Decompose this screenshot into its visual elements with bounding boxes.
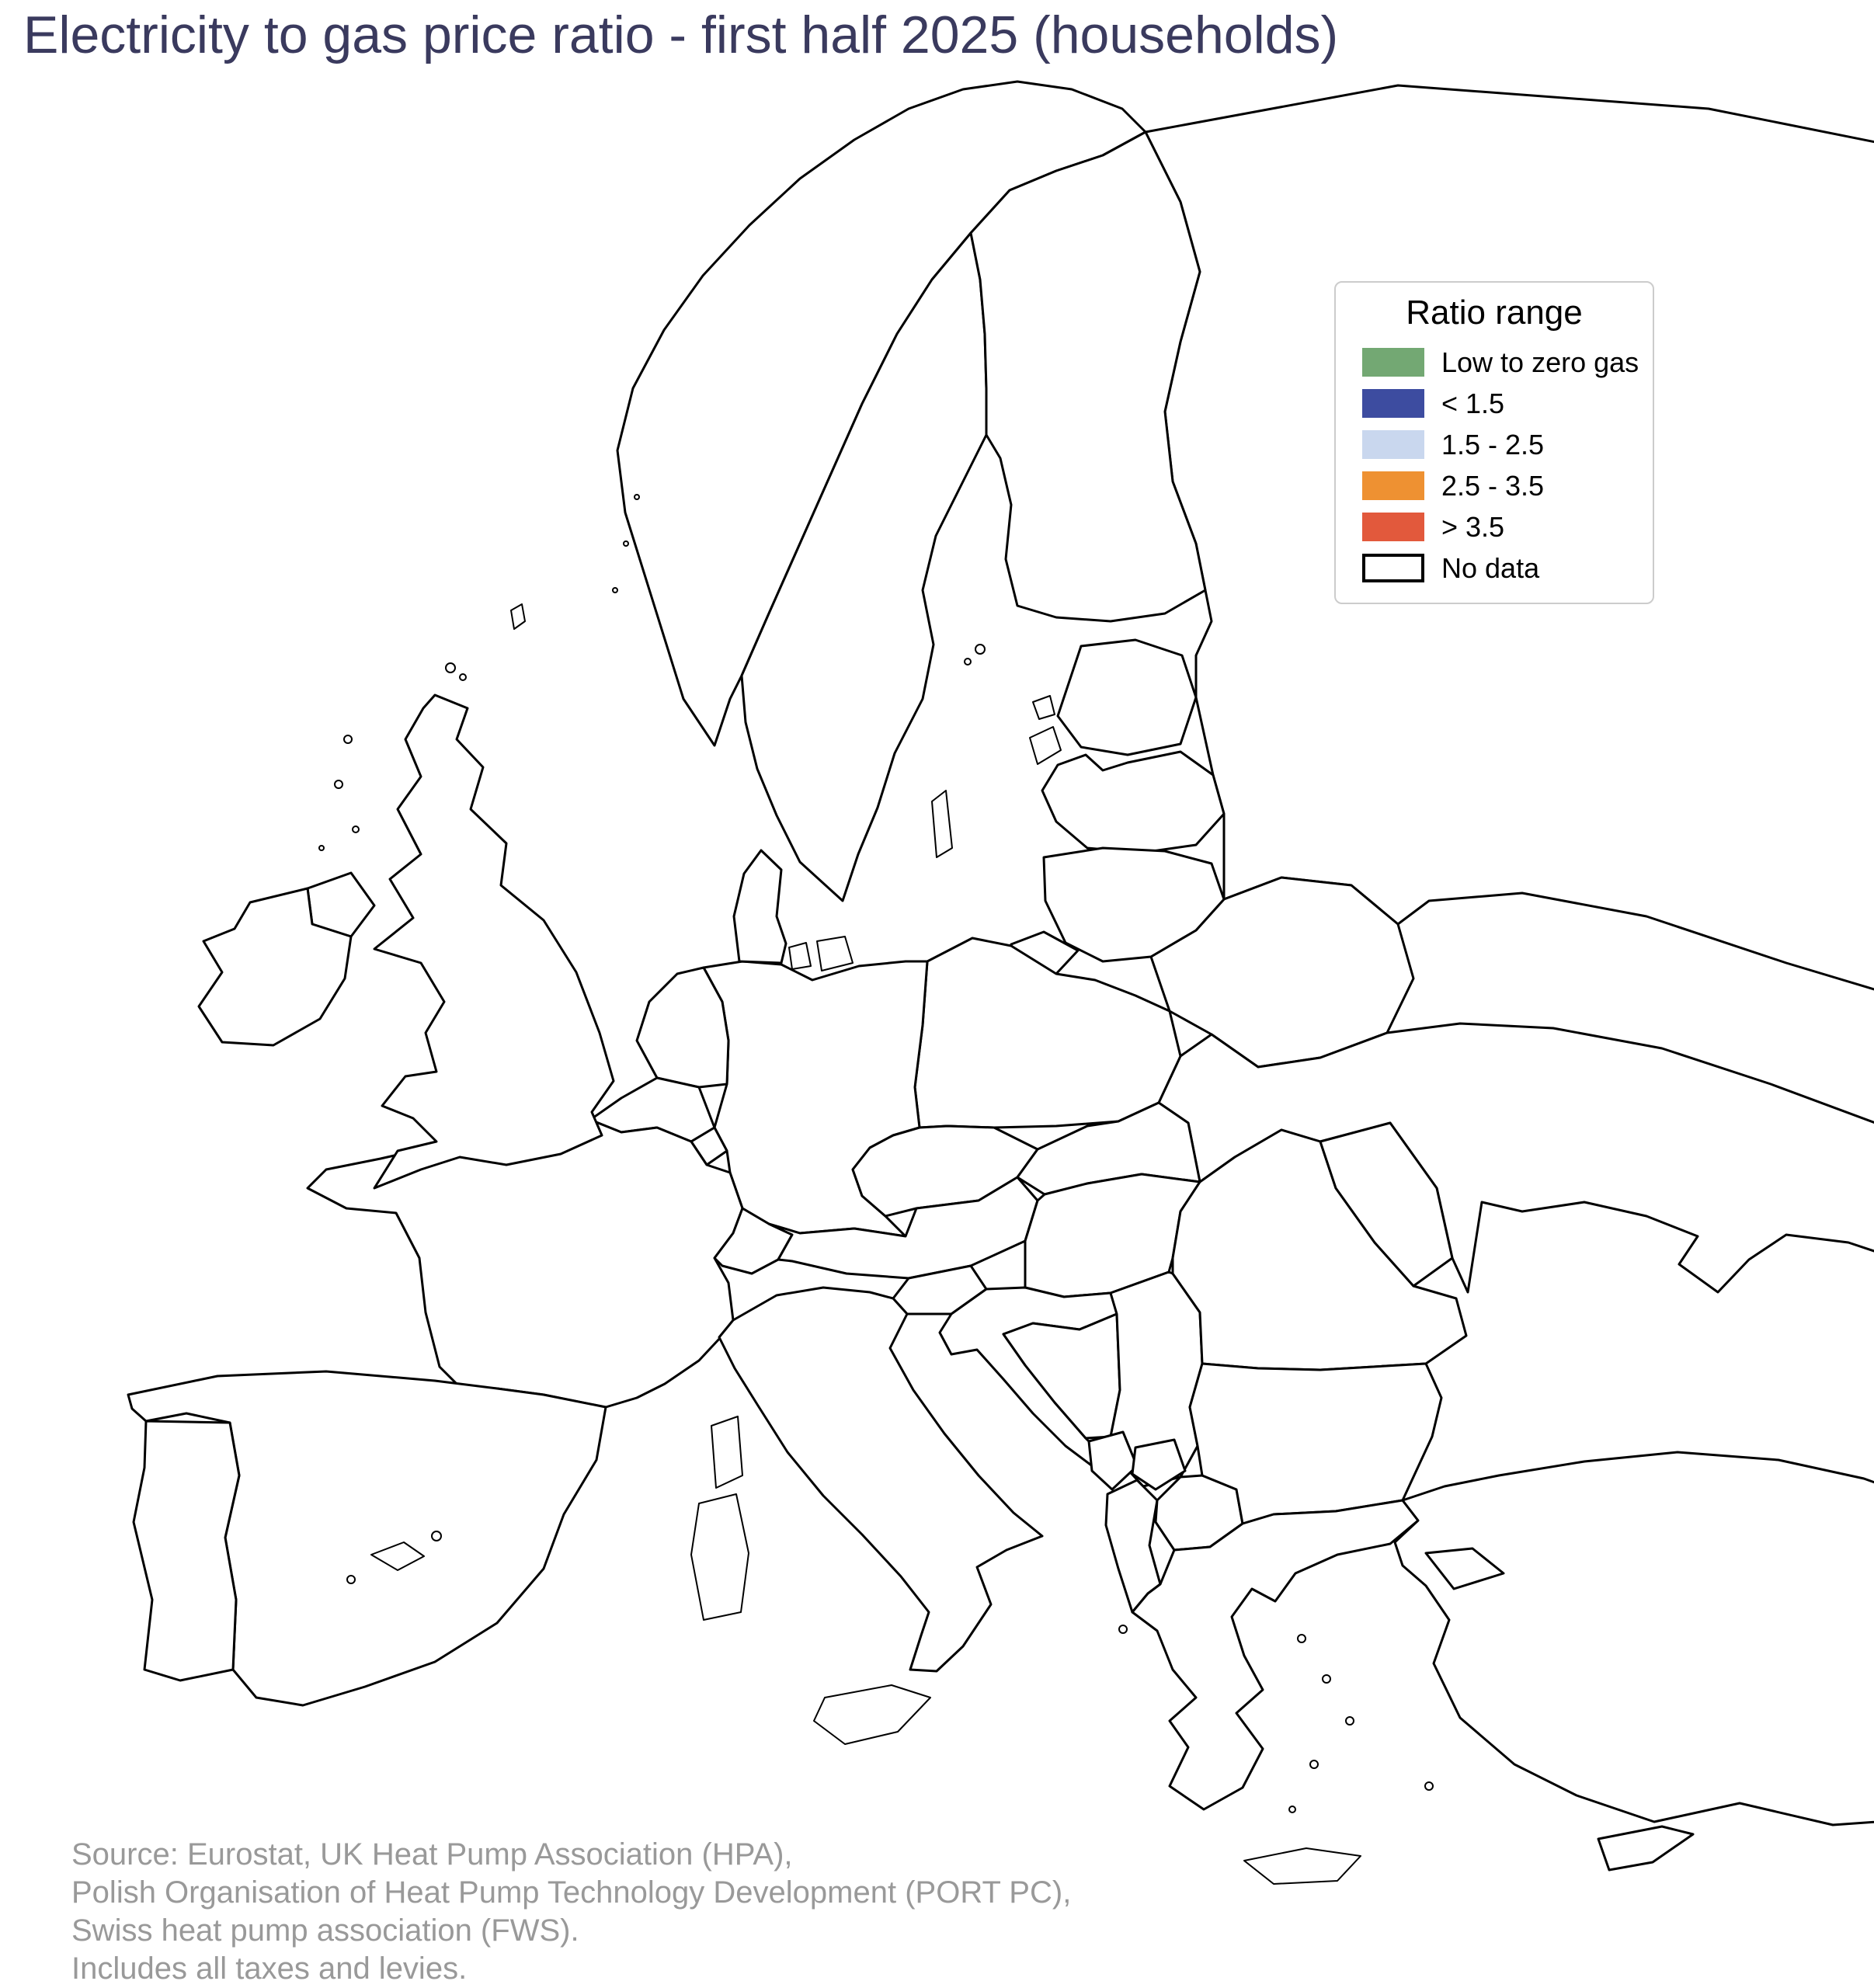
- country-denmark: [732, 849, 787, 964]
- island-aegean-4: [1309, 1760, 1319, 1769]
- country-ireland: [197, 887, 353, 1047]
- country-netherlands: [635, 966, 730, 1089]
- island-aland-1: [975, 644, 986, 655]
- island-aegean-1: [1297, 1634, 1306, 1643]
- source-line-3: Swiss heat pump association (FWS).: [71, 1913, 579, 1948]
- sea-of-marmara: [1424, 1547, 1505, 1590]
- legend-swatch-no_data: [1362, 554, 1424, 582]
- legend-label-gt35: > 3.5: [1441, 510, 1505, 543]
- legend-swatch-low_zero_gas: [1362, 348, 1424, 377]
- country-finland: [969, 130, 1207, 623]
- island-funen: [788, 942, 812, 970]
- legend-title: Ratio range: [1406, 294, 1583, 332]
- legend-swatch-b25_35: [1362, 471, 1424, 500]
- island-zealand: [816, 936, 854, 971]
- island-sicily: [813, 1684, 931, 1745]
- country-italy: [718, 1286, 1044, 1673]
- legend-label-b25_35: 2.5 - 3.5: [1441, 469, 1545, 502]
- island-norway-skerry-3: [612, 587, 618, 593]
- legend-label-low_zero_gas: Low to zero gas: [1441, 346, 1639, 378]
- country-montenegro: [1087, 1430, 1139, 1491]
- island-sardinia: [690, 1493, 749, 1621]
- source-line-4: Includes all taxes and levies.: [71, 1952, 468, 1986]
- island-hiiumaa: [1032, 695, 1055, 720]
- country-portugal: [132, 1420, 241, 1682]
- island-aegean-5: [1288, 1806, 1296, 1813]
- legend-item-low_zero_gas: Low to zero gas: [1336, 342, 1653, 383]
- country-cyprus: [1597, 1825, 1695, 1872]
- island-saaremaa: [1029, 726, 1062, 765]
- island-hebrides-1: [343, 735, 353, 744]
- country-lithuania: [1042, 846, 1226, 963]
- island-crete: [1243, 1847, 1361, 1885]
- island-hebrides-4: [318, 845, 325, 851]
- island-norway-skerry-2: [634, 494, 640, 500]
- island-aland-2: [964, 658, 972, 666]
- legend-item-lt15: < 1.5: [1336, 383, 1653, 424]
- island-mallorca: [370, 1541, 425, 1571]
- legend-item-gt35: > 3.5: [1336, 506, 1653, 547]
- island-aegean-2: [1322, 1674, 1331, 1684]
- island-hebrides-2: [334, 780, 343, 789]
- country-france: [306, 1118, 744, 1409]
- island-orkney-2: [459, 673, 467, 681]
- island-orkney-1: [445, 662, 456, 673]
- legend-swatch-lt15: [1362, 389, 1424, 418]
- legend-item-b25_35: 2.5 - 3.5: [1336, 465, 1653, 506]
- legend-label-no_data: No data: [1441, 551, 1540, 584]
- country-latvia: [1041, 750, 1226, 854]
- country-moldova: [1319, 1121, 1454, 1288]
- legend-swatch-gt35: [1362, 513, 1424, 541]
- legend-item-b15_25: 1.5 - 2.5: [1336, 424, 1653, 465]
- legend-item-no_data: No data: [1336, 547, 1653, 589]
- island-corsica: [711, 1416, 743, 1489]
- legend-swatch-b15_25: [1362, 430, 1424, 459]
- legend: Ratio range Low to zero gas < 1.5 1.5 - 2.…: [1334, 281, 1654, 604]
- island-ibiza: [346, 1575, 356, 1584]
- country-spain: [127, 1370, 607, 1707]
- island-rhodes: [1424, 1781, 1434, 1791]
- country-greece: [1131, 1499, 1420, 1811]
- legend-items: Low to zero gas < 1.5 1.5 - 2.5 2.5 - 3.5 > …: [1336, 342, 1653, 589]
- country-estonia: [1056, 638, 1198, 756]
- island-gotland: [931, 790, 953, 858]
- legend-label-lt15: < 1.5: [1441, 387, 1505, 419]
- country-turkey: [1393, 1451, 1874, 1826]
- country-romania: [1171, 1128, 1468, 1371]
- country-kosovo: [1131, 1438, 1187, 1491]
- island-norway-skerry-1: [623, 540, 629, 547]
- island-menorca: [431, 1531, 442, 1541]
- chart-title: Electricity to gas price ratio - first h…: [23, 5, 1339, 64]
- legend-label-b15_25: 1.5 - 2.5: [1441, 428, 1545, 461]
- island-aegean-3: [1345, 1716, 1354, 1726]
- island-corfu: [1118, 1625, 1128, 1634]
- country-united-kingdom: [373, 693, 615, 1190]
- island-shetland: [510, 603, 526, 630]
- source-line-1: Source: Eurostat, UK Heat Pump Associati…: [71, 1837, 793, 1872]
- source-note: Source: Eurostat, UK Heat Pump Associati…: [71, 1836, 1071, 1988]
- island-hebrides-3: [352, 825, 360, 833]
- source-line-2: Polish Organisation of Heat Pump Technol…: [71, 1875, 1072, 1910]
